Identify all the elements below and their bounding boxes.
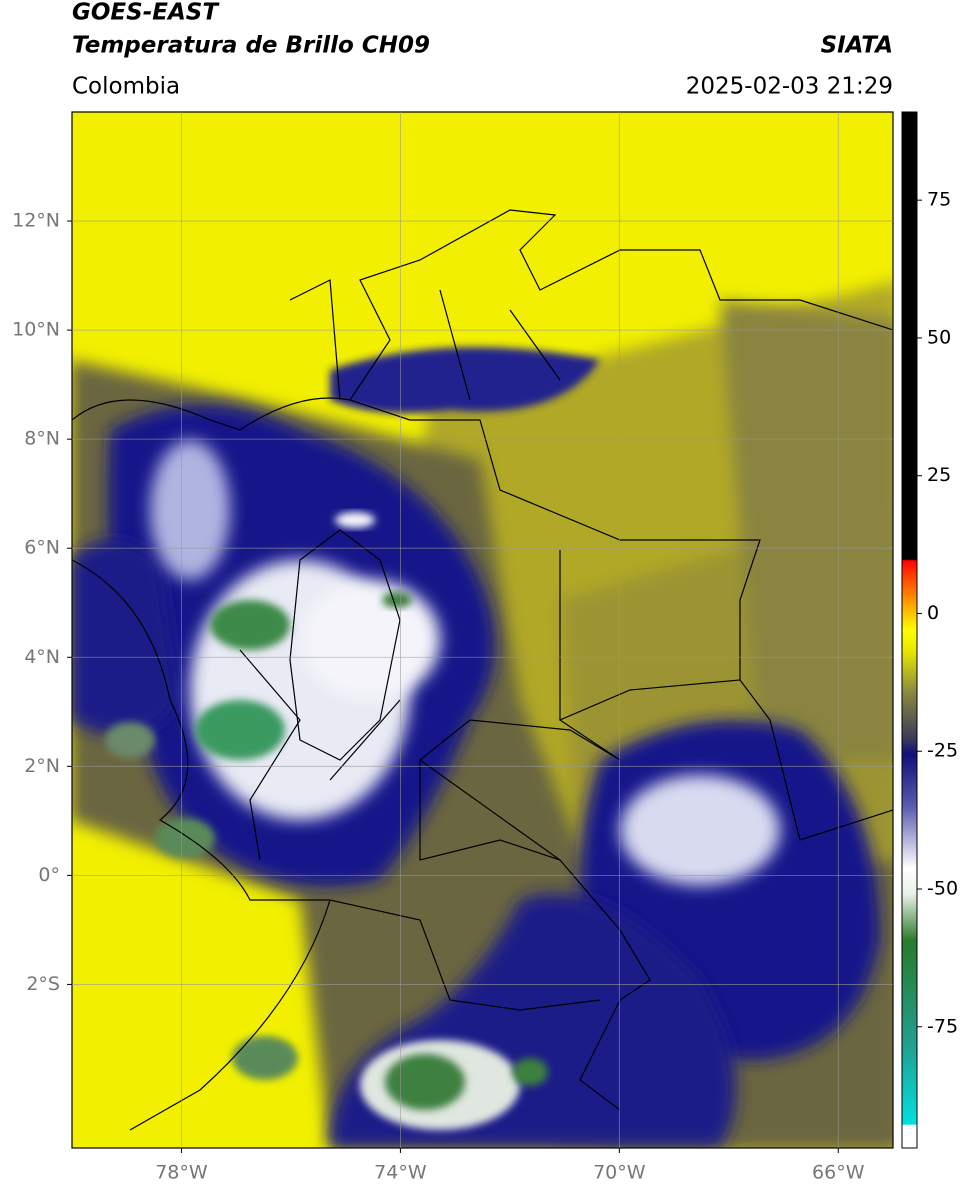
y-tick-label: 2°N <box>24 755 60 777</box>
source: SIATA <box>821 33 893 59</box>
y-tick-label: 2°S <box>26 973 60 995</box>
subtitle: Temperatura de Brillo CH09 <box>72 33 430 59</box>
y-tick-label: 0° <box>38 864 60 886</box>
colorbar-label: 25 <box>927 464 951 486</box>
colorbar <box>901 111 918 1149</box>
y-tick-label: 4°N <box>24 646 60 668</box>
colorbar-label: 50 <box>927 326 951 348</box>
title: GOES-EAST <box>72 0 220 26</box>
colorbar-label: -50 <box>927 878 958 900</box>
colorbar-label: 75 <box>927 189 951 211</box>
map-frame <box>71 111 894 1149</box>
colorbar-label: 0 <box>927 602 939 624</box>
x-tick-label: 78°W <box>155 1162 208 1184</box>
y-tick-label: 12°N <box>12 210 60 232</box>
satellite-image <box>72 112 893 1148</box>
y-tick-label: 6°N <box>24 537 60 559</box>
y-tick-label: 10°N <box>12 319 60 341</box>
y-tick-label: 8°N <box>24 428 60 450</box>
datetime: 2025-02-03 21:29 <box>686 74 893 100</box>
x-tick-label: 74°W <box>374 1162 427 1184</box>
colorbar-label: -75 <box>927 1015 958 1037</box>
region: Colombia <box>72 74 180 100</box>
colorbar-label: -25 <box>927 740 958 762</box>
x-tick-label: 70°W <box>593 1162 646 1184</box>
x-tick-label: 66°W <box>812 1162 865 1184</box>
